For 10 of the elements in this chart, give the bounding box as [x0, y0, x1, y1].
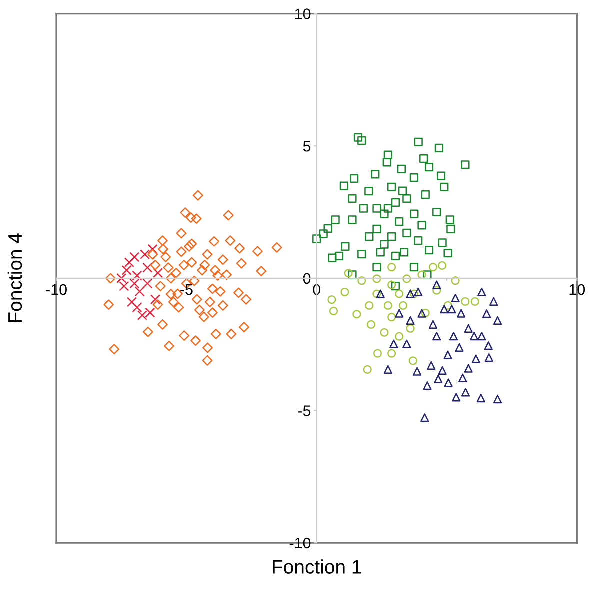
y-tick-label: 5 [303, 141, 311, 152]
x-tick-label: 0 [313, 284, 320, 296]
y-axis-title: Fonction 4 [8, 234, 22, 322]
y-tick-label: 10 [295, 8, 311, 20]
x-axis-title: Fonction 1 [273, 560, 362, 574]
y-tick-label: -5 [298, 406, 311, 416]
x-tick-label: -5 [180, 284, 193, 296]
x-tick-label: -10 [46, 284, 67, 296]
y-tick-label: -10 [290, 538, 311, 549]
x-tick-label: 10 [570, 284, 586, 296]
